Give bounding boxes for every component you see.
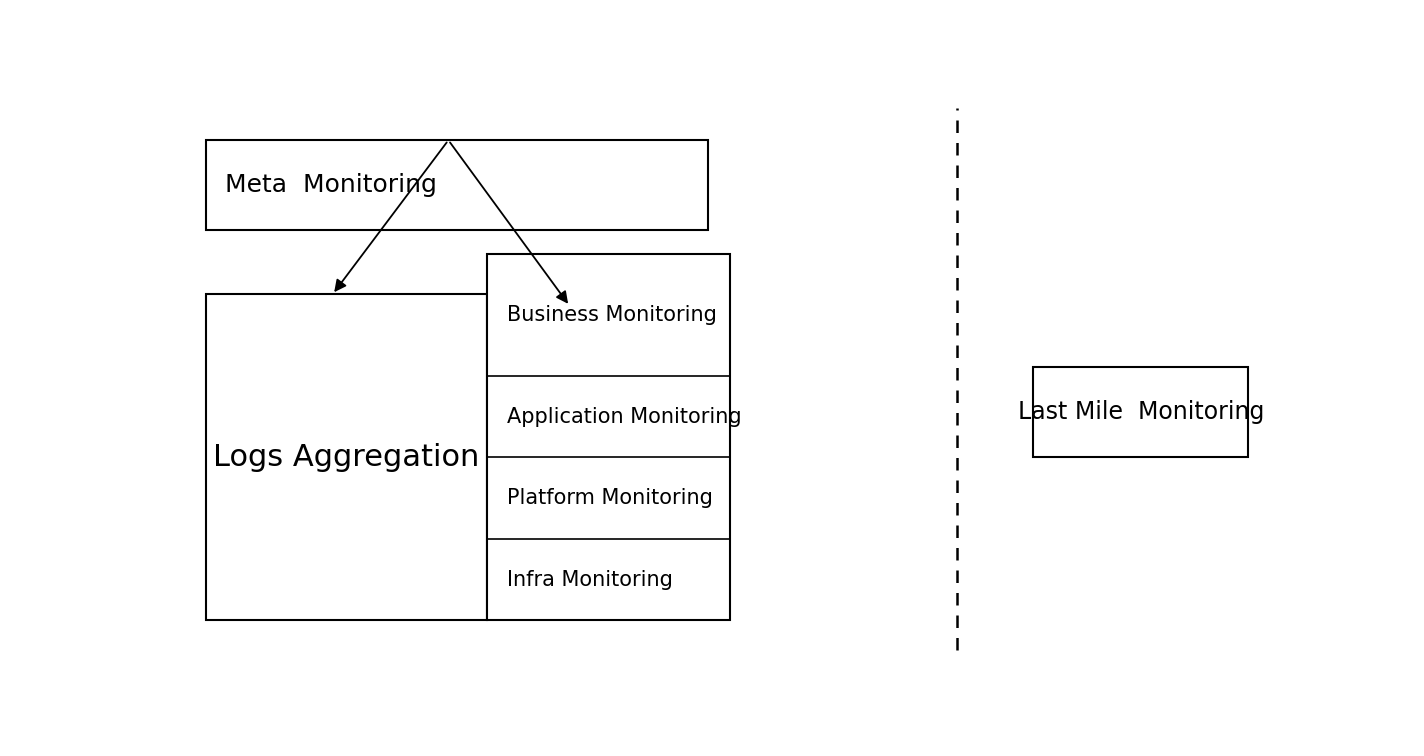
Text: Business Monitoring: Business Monitoring: [507, 305, 716, 325]
Text: Last Mile  Monitoring: Last Mile Monitoring: [1018, 401, 1265, 424]
Bar: [205, 295, 487, 621]
Bar: [487, 254, 731, 621]
Text: Application Monitoring: Application Monitoring: [507, 407, 742, 426]
Text: Meta  Monitoring: Meta Monitoring: [225, 173, 437, 197]
Text: Logs Aggregation: Logs Aggregation: [214, 443, 480, 472]
Text: Infra Monitoring: Infra Monitoring: [507, 570, 672, 590]
Text: Platform Monitoring: Platform Monitoring: [507, 488, 713, 508]
Bar: [1034, 367, 1249, 457]
Bar: [205, 140, 708, 231]
